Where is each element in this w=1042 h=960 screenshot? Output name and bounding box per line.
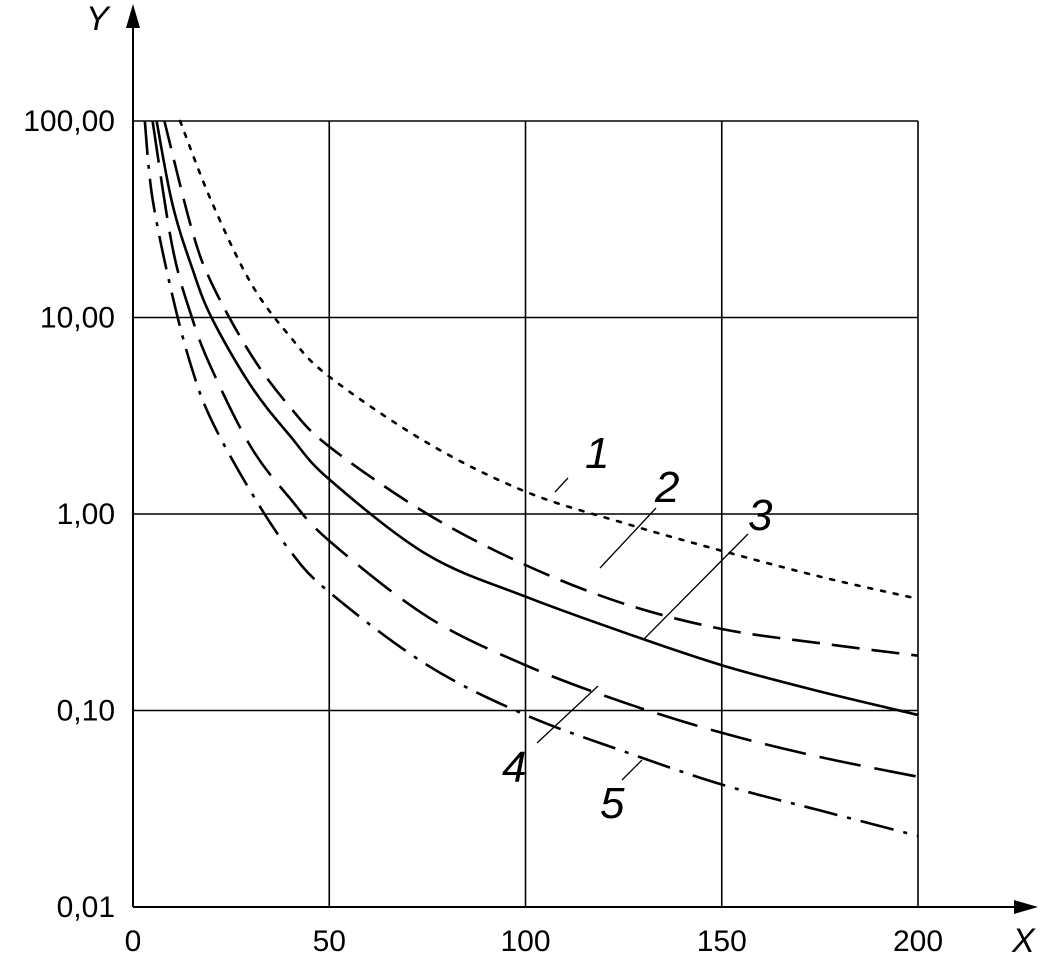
leader-line-5: [621, 759, 643, 781]
tick-labels: 0 50 100 150 200 0,01 0,10 1,00 10,00 100,00: [23, 105, 943, 958]
x-tick-label: 150: [697, 925, 747, 958]
curve-label-5: 5: [600, 779, 625, 828]
y-tick-label: 100,00: [23, 105, 115, 138]
curve-label-2: 2: [654, 463, 679, 512]
curve-label-4: 4: [502, 743, 526, 792]
x-tick-label: 200: [893, 925, 943, 958]
x-tick-label: 0: [125, 925, 142, 958]
x-axis-arrow: [1014, 900, 1038, 914]
curve-label-1: 1: [585, 429, 609, 478]
series-line-3: [155, 120, 919, 717]
series-group: [143, 119, 920, 838]
series-line-1: [178, 119, 920, 601]
y-tick-label: 0,01: [57, 891, 115, 924]
leader-line-2: [599, 507, 657, 569]
x-axis-title: X: [1011, 922, 1036, 960]
curve-label-3: 3: [748, 491, 773, 540]
y-axis-title: Y: [86, 0, 111, 38]
leader-line-1: [554, 477, 569, 493]
x-tick-label: 50: [313, 925, 346, 958]
leader-line-3: [642, 533, 749, 641]
series-line-2: [163, 120, 919, 657]
x-tick-label: 100: [500, 925, 550, 958]
y-tick-label: 0,10: [57, 695, 115, 728]
series-line-5: [143, 120, 919, 838]
series-line-4: [151, 120, 919, 779]
y-tick-label: 1,00: [57, 498, 115, 531]
y-axis-arrow: [126, 4, 140, 28]
axes: X Y: [86, 0, 1038, 960]
y-tick-label: 10,00: [40, 302, 115, 335]
curve-labels: 12 3 4 5: [502, 429, 773, 828]
leader-line-4: [536, 685, 599, 744]
